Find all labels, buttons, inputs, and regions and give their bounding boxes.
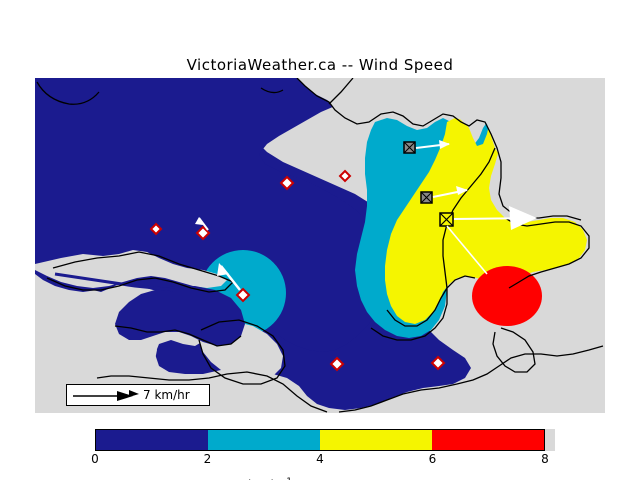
station-8-marker[interactable] (403, 140, 450, 154)
land-lower-left (35, 274, 157, 413)
station-6-marker[interactable] (329, 356, 345, 372)
wind-key-label: 7 km/hr (143, 388, 190, 402)
colorbar-segment-4-6 (320, 430, 432, 450)
colorbar-tick-2: 4 (316, 452, 324, 466)
colorbar-segment-0-2 (96, 430, 208, 450)
region-band-4-6 (385, 118, 587, 324)
colorbar-units-exponent: -1 (283, 477, 292, 480)
colorbar-tick-4: 8 (541, 452, 549, 466)
colorbar-tick-3: 6 (428, 452, 437, 466)
station-2-marker[interactable] (149, 222, 163, 236)
water-south-overlay (115, 286, 245, 346)
land-bottom-strip (95, 346, 605, 413)
colorbar-caption: km hr-1 2026/04/19 18:15 (0, 463, 640, 480)
wind-key-box: 7 km/hr (66, 384, 210, 406)
region-band-6-8 (472, 266, 542, 326)
colorbar: 0 2 4 6 8 (91, 429, 555, 466)
station-10-marker[interactable] (439, 206, 537, 275)
station-9-marker[interactable] (420, 186, 468, 204)
colorbar-timestamp: 2026/04/19 18:15 (300, 478, 408, 480)
station-7-marker[interactable] (430, 355, 446, 371)
wind-arrow-icon (73, 390, 139, 401)
station-1-marker[interactable] (279, 175, 295, 191)
station-5-marker[interactable] (217, 263, 251, 303)
station-4-marker[interactable] (338, 169, 352, 183)
colorbar-units: km hr (248, 478, 283, 480)
colorbar-tick-0: 0 (91, 452, 99, 466)
station-10-tail (446, 225, 488, 275)
inlet-line (54, 272, 207, 292)
station-markers[interactable] (149, 140, 537, 372)
colorbar-segment-2-4 (208, 430, 320, 450)
page-title: VictoriaWeather.ca -- Wind Speed (186, 56, 454, 74)
station-3-marker[interactable] (195, 217, 211, 241)
coastlines (36, 78, 604, 413)
colorbar-segments (95, 429, 545, 451)
colorbar-overflow (545, 429, 555, 451)
colorbar-segment-6-8 (432, 430, 544, 450)
colorbar-tick-1: 2 (203, 452, 212, 466)
map-panel[interactable] (35, 78, 605, 413)
wind-speed-map[interactable] (35, 78, 605, 413)
